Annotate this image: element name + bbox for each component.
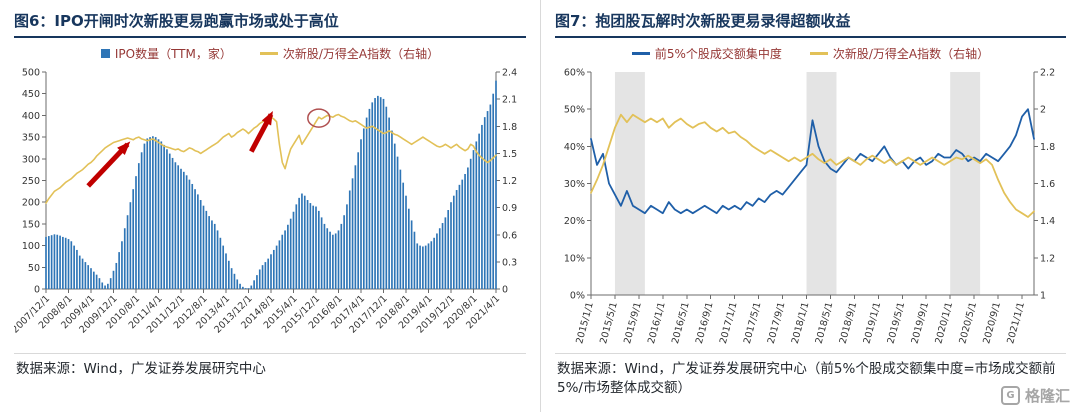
svg-text:1.2: 1.2 [502, 176, 517, 187]
svg-text:60%: 60% [564, 68, 585, 79]
svg-text:0.3: 0.3 [502, 257, 517, 268]
svg-text:1.6: 1.6 [1040, 179, 1055, 190]
svg-text:0: 0 [502, 285, 508, 296]
svg-text:200: 200 [22, 198, 40, 209]
svg-text:2016/1/1: 2016/1/1 [646, 301, 668, 345]
legend-label: 次新股/万得全A指数（右轴） [832, 47, 990, 61]
svg-text:400: 400 [22, 111, 40, 122]
figure-6-legend: IPO数量（TTM，家） 次新股/万得全A指数（右轴） [14, 45, 526, 62]
gelonghui-logo-icon: G [1000, 386, 1020, 405]
svg-text:10%: 10% [564, 253, 585, 264]
svg-text:2019/5/1: 2019/5/1 [886, 301, 908, 345]
svg-text:2019/9/1: 2019/9/1 [909, 301, 931, 345]
svg-text:2019/1/1: 2019/1/1 [862, 301, 884, 345]
svg-text:2017/1/1: 2017/1/1 [718, 301, 740, 345]
gelonghui-logo-text: 格隆汇 [1024, 387, 1070, 405]
svg-text:2016/9/1: 2016/9/1 [694, 301, 716, 345]
svg-text:50%: 50% [564, 105, 585, 116]
svg-text:1.2: 1.2 [1040, 253, 1055, 264]
highlight-ellipse [307, 108, 331, 128]
svg-text:30%: 30% [564, 179, 585, 190]
line-swatch-icon [631, 52, 650, 55]
svg-text:2015/1/1: 2015/1/1 [574, 301, 596, 345]
legend-item-concentration: 前5%个股成交额集中度 [631, 45, 782, 62]
legend-label: IPO数量（TTM，家） [114, 47, 232, 61]
svg-text:20%: 20% [564, 216, 585, 227]
figure-7-source: 数据来源：Wind，广发证券发展研究中心（前5%个股成交额集中度=市场成交额前5… [555, 353, 1066, 404]
figure-6-panel: 图6：IPO开闸时次新股更易跑赢市场或处于高位 IPO数量（TTM，家） 次新股… [10, 8, 526, 404]
line-swatch-icon [259, 52, 278, 55]
svg-text:2016/5/1: 2016/5/1 [670, 301, 692, 345]
legend-label: 前5%个股成交额集中度 [654, 47, 782, 61]
svg-text:50: 50 [28, 263, 40, 274]
svg-text:0%: 0% [570, 291, 585, 302]
chart-canvas: 0% 10% 20% 30% 40% 50% 60% 1 1.2 1.4 1.6 1.8 2 2.2 201… [564, 68, 1055, 345]
svg-text:2017/5/1: 2017/5/1 [742, 301, 764, 345]
svg-text:0: 0 [34, 285, 40, 296]
gelonghui-logo: G 格隆汇 [1000, 385, 1070, 406]
line-series [590, 108, 1035, 215]
svg-text:1.8: 1.8 [502, 122, 517, 133]
legend-item-subnew-index: 次新股/万得全A指数（右轴） [809, 45, 990, 62]
svg-text:0.9: 0.9 [502, 203, 517, 214]
highlight-band [950, 72, 981, 295]
svg-text:2015/9/1: 2015/9/1 [622, 301, 644, 345]
highlight-band [614, 72, 645, 295]
svg-text:300: 300 [22, 154, 40, 165]
legend-label: 次新股/万得全A指数（右轴） [282, 47, 440, 61]
svg-text:2018/1/1: 2018/1/1 [790, 301, 812, 345]
chart-canvas: 0 50 100 150 200 250 300 350 400 450 500 0 0.3 0.6 0.9… [10, 68, 517, 336]
svg-text:2018/5/1: 2018/5/1 [814, 301, 836, 345]
figure-7-panel: 图7：抱团股瓦解时次新股更易录得超额收益 前5%个股成交额集中度 次新股/万得全… [540, 0, 1080, 412]
svg-text:2020/9/1: 2020/9/1 [981, 301, 1003, 345]
trend-arrow-head [117, 141, 131, 155]
figure-7-legend: 前5%个股成交额集中度 次新股/万得全A指数（右轴） [555, 45, 1066, 62]
legend-item-subnew-index: 次新股/万得全A指数（右轴） [259, 45, 440, 62]
trend-arrow-head [261, 111, 273, 126]
line-series [590, 113, 1035, 218]
svg-text:350: 350 [22, 133, 40, 144]
ipo-ttm-chart: 0 50 100 150 200 250 300 350 400 450 500 0 0.3 0.6 0.9… [10, 64, 526, 351]
svg-text:1.4: 1.4 [1040, 216, 1055, 227]
svg-text:2020/5/1: 2020/5/1 [957, 301, 979, 345]
svg-text:500: 500 [22, 68, 40, 79]
svg-text:2015/5/1: 2015/5/1 [598, 301, 620, 345]
svg-text:2.2: 2.2 [1040, 68, 1055, 79]
svg-text:2.1: 2.1 [502, 95, 517, 106]
svg-text:40%: 40% [564, 142, 585, 153]
svg-text:1: 1 [1040, 291, 1046, 302]
svg-text:2018/9/1: 2018/9/1 [838, 301, 860, 345]
svg-text:0.6: 0.6 [502, 230, 517, 241]
svg-text:2017/9/1: 2017/9/1 [766, 301, 788, 345]
svg-text:2.4: 2.4 [502, 68, 517, 79]
legend-item-ipo-count: IPO数量（TTM，家） [100, 45, 232, 62]
figure-6-source: 数据来源：Wind，广发证券发展研究中心 [14, 353, 526, 404]
svg-text:2021/1/1: 2021/1/1 [1005, 301, 1027, 345]
figure-6-title: 图6：IPO开闸时次新股更易跑赢市场或处于高位 [14, 8, 526, 38]
svg-text:2020/1/1: 2020/1/1 [933, 301, 955, 345]
concentration-chart: 0% 10% 20% 30% 40% 50% 60% 1 1.2 1.4 1.6 1.8 2 2.2 201… [555, 64, 1066, 351]
svg-text:100: 100 [22, 241, 40, 252]
line-swatch-icon [809, 52, 828, 55]
svg-text:1.8: 1.8 [1040, 142, 1055, 153]
figure-7-title: 图7：抱团股瓦解时次新股更易录得超额收益 [555, 8, 1066, 38]
bar-swatch-icon [100, 49, 110, 58]
bar-series [45, 80, 497, 290]
highlight-band [806, 72, 837, 295]
svg-text:250: 250 [22, 176, 40, 187]
svg-text:2: 2 [1040, 105, 1046, 116]
svg-text:150: 150 [22, 219, 40, 230]
svg-text:450: 450 [22, 89, 40, 100]
svg-text:1.5: 1.5 [502, 149, 517, 160]
